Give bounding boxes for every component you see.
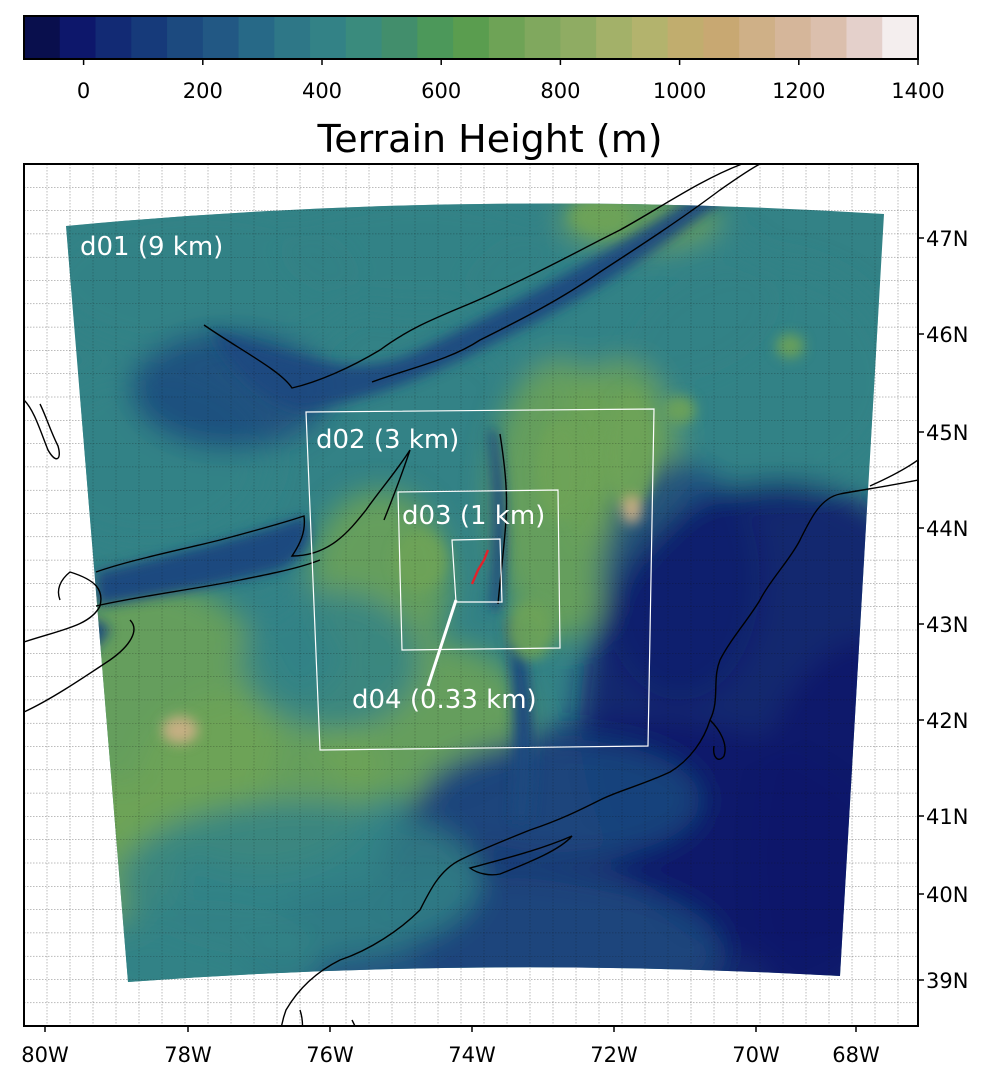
transect-line (470, 549, 490, 585)
colorbar-cell (381, 16, 418, 59)
lon-tick-label: 72W (590, 1043, 638, 1067)
lake-ontario (96, 516, 310, 606)
domain-boxes (305, 408, 655, 751)
colorbar-tick-label: 600 (421, 79, 461, 103)
colorbar-cell (739, 16, 776, 59)
domain-label-d01: d01 (9 km) (80, 232, 223, 262)
lon-tick-label: 78W (164, 1043, 212, 1067)
colorbar-cell (453, 16, 490, 59)
terrain-map: d01 (9 km) d02 (3 km) d03 (1 km) d04 (0.… (0, 160, 996, 1074)
terrain-peak (536, 420, 584, 520)
st-lawrence-valley (210, 203, 760, 410)
colorbar-tick-label: 1400 (891, 79, 944, 103)
colorbar-title: Terrain Height (m) (316, 117, 662, 161)
colorbar-cell (59, 16, 97, 59)
lake-erie-shore (24, 571, 102, 643)
colorbar-cell (631, 16, 669, 59)
map-svg: d01 (9 km) d02 (3 km) d03 (1 km) d04 (0.… (21, 163, 968, 1067)
colorbar-svg: 0 200 400 600 800 1000 1200 1400 Terrain Height… (23, 15, 945, 161)
hudson-valley (506, 620, 535, 820)
terrain-peak (570, 203, 630, 234)
colorbar-cell (560, 16, 597, 59)
georgian-bay (24, 399, 60, 460)
colorbar-tick-label: 200 (183, 79, 223, 103)
terrain-patch (240, 590, 420, 730)
domain-label-d04: d04 (0.33 km) (352, 685, 537, 715)
colorbar-cell (238, 16, 275, 59)
lake-erie-south (24, 619, 135, 713)
colorbar-cell (417, 16, 454, 59)
lat-tick-label: 44N (926, 517, 968, 541)
colorbar-cell (596, 16, 633, 59)
colorbar-cell (310, 16, 347, 59)
colorbar-tick-label: 1200 (772, 79, 825, 103)
lon-tick-label: 74W (448, 1043, 496, 1067)
colorbar-cell (167, 16, 204, 59)
lake-ontario-shore (95, 449, 411, 573)
longitude-labels: 80W 78W 76W 74W 72W 70W 68W (21, 1026, 880, 1067)
chesapeake (351, 1019, 356, 1026)
terrain-patch (66, 203, 360, 360)
colorbar-cell (667, 16, 705, 59)
lon-tick-label: 68W (832, 1043, 880, 1067)
colorbar-frame (23, 15, 919, 60)
latitude-labels: 47N 46N 45N 44N 43N 42N 41N 40N 39N (918, 227, 968, 993)
colorbar-ticks: 0 200 400 600 800 1000 1200 1400 (77, 59, 945, 103)
colorbar-tick-label: 1000 (653, 79, 706, 103)
colorbar-cell (488, 16, 526, 59)
cape-cod (709, 719, 726, 760)
colorbar-cell (345, 16, 383, 59)
long-island (468, 835, 573, 876)
st-lawrence-south-shore (371, 164, 761, 383)
terrain-peak (776, 334, 804, 358)
domain-box-d04 (451, 538, 503, 603)
domain-box-d03 (397, 489, 561, 651)
terrain-peak (664, 396, 696, 424)
terrain-patch (420, 740, 700, 860)
d04-pointer-line (426, 599, 458, 687)
coastlines (24, 164, 918, 1026)
delaware-bay (299, 1009, 304, 1026)
lat-tick-label: 46N (926, 323, 968, 347)
domain-box-d02 (305, 408, 655, 751)
colorbar-cell (24, 16, 61, 59)
lat-tick-label: 45N (926, 421, 968, 445)
colorbar-cell (274, 16, 311, 59)
terrain-patch (80, 900, 320, 982)
colorbar-cell (202, 16, 240, 59)
lake-champlain (497, 433, 508, 605)
lat-tick-label: 40N (926, 883, 968, 907)
lon-tick-label: 80W (21, 1043, 69, 1067)
domain-label-d02: d02 (3 km) (316, 425, 459, 455)
terrain-peak (162, 716, 198, 744)
colorbar-cells (24, 16, 919, 59)
lake-ontario-south (95, 559, 321, 607)
lat-tick-label: 41N (926, 805, 968, 829)
colorbar-cell (524, 16, 561, 59)
terrain-peak (622, 496, 642, 524)
colorbar-cell (774, 16, 812, 59)
map-frame (23, 163, 919, 1027)
atlantic-coast (280, 479, 918, 1026)
lat-tick-label: 47N (926, 227, 968, 251)
lat-tick-label: 39N (926, 969, 968, 993)
colorbar-tick-label: 0 (77, 79, 90, 103)
lon-tick-label: 76W (306, 1043, 354, 1067)
terrain-peak (604, 390, 656, 510)
colorbar-cell (882, 16, 919, 59)
colorbar-tick-label: 400 (302, 79, 342, 103)
st-lawrence-north-shore (203, 164, 743, 389)
colorbar-cell (810, 16, 848, 59)
nova-scotia (869, 459, 918, 487)
domain-label-d03: d03 (1 km) (402, 501, 545, 531)
colorbar-cell (131, 16, 168, 59)
colorbar-cell (703, 16, 740, 59)
colorbar-cell (95, 16, 132, 59)
colorbar-tick-label: 800 (540, 79, 580, 103)
lon-tick-label: 70W (732, 1043, 780, 1067)
lat-tick-label: 42N (926, 709, 968, 733)
lat-tick-label: 43N (926, 613, 968, 637)
colorbar: 0 200 400 600 800 1000 1200 1400 Terrain Height… (0, 0, 996, 165)
colorbar-cell (846, 16, 883, 59)
